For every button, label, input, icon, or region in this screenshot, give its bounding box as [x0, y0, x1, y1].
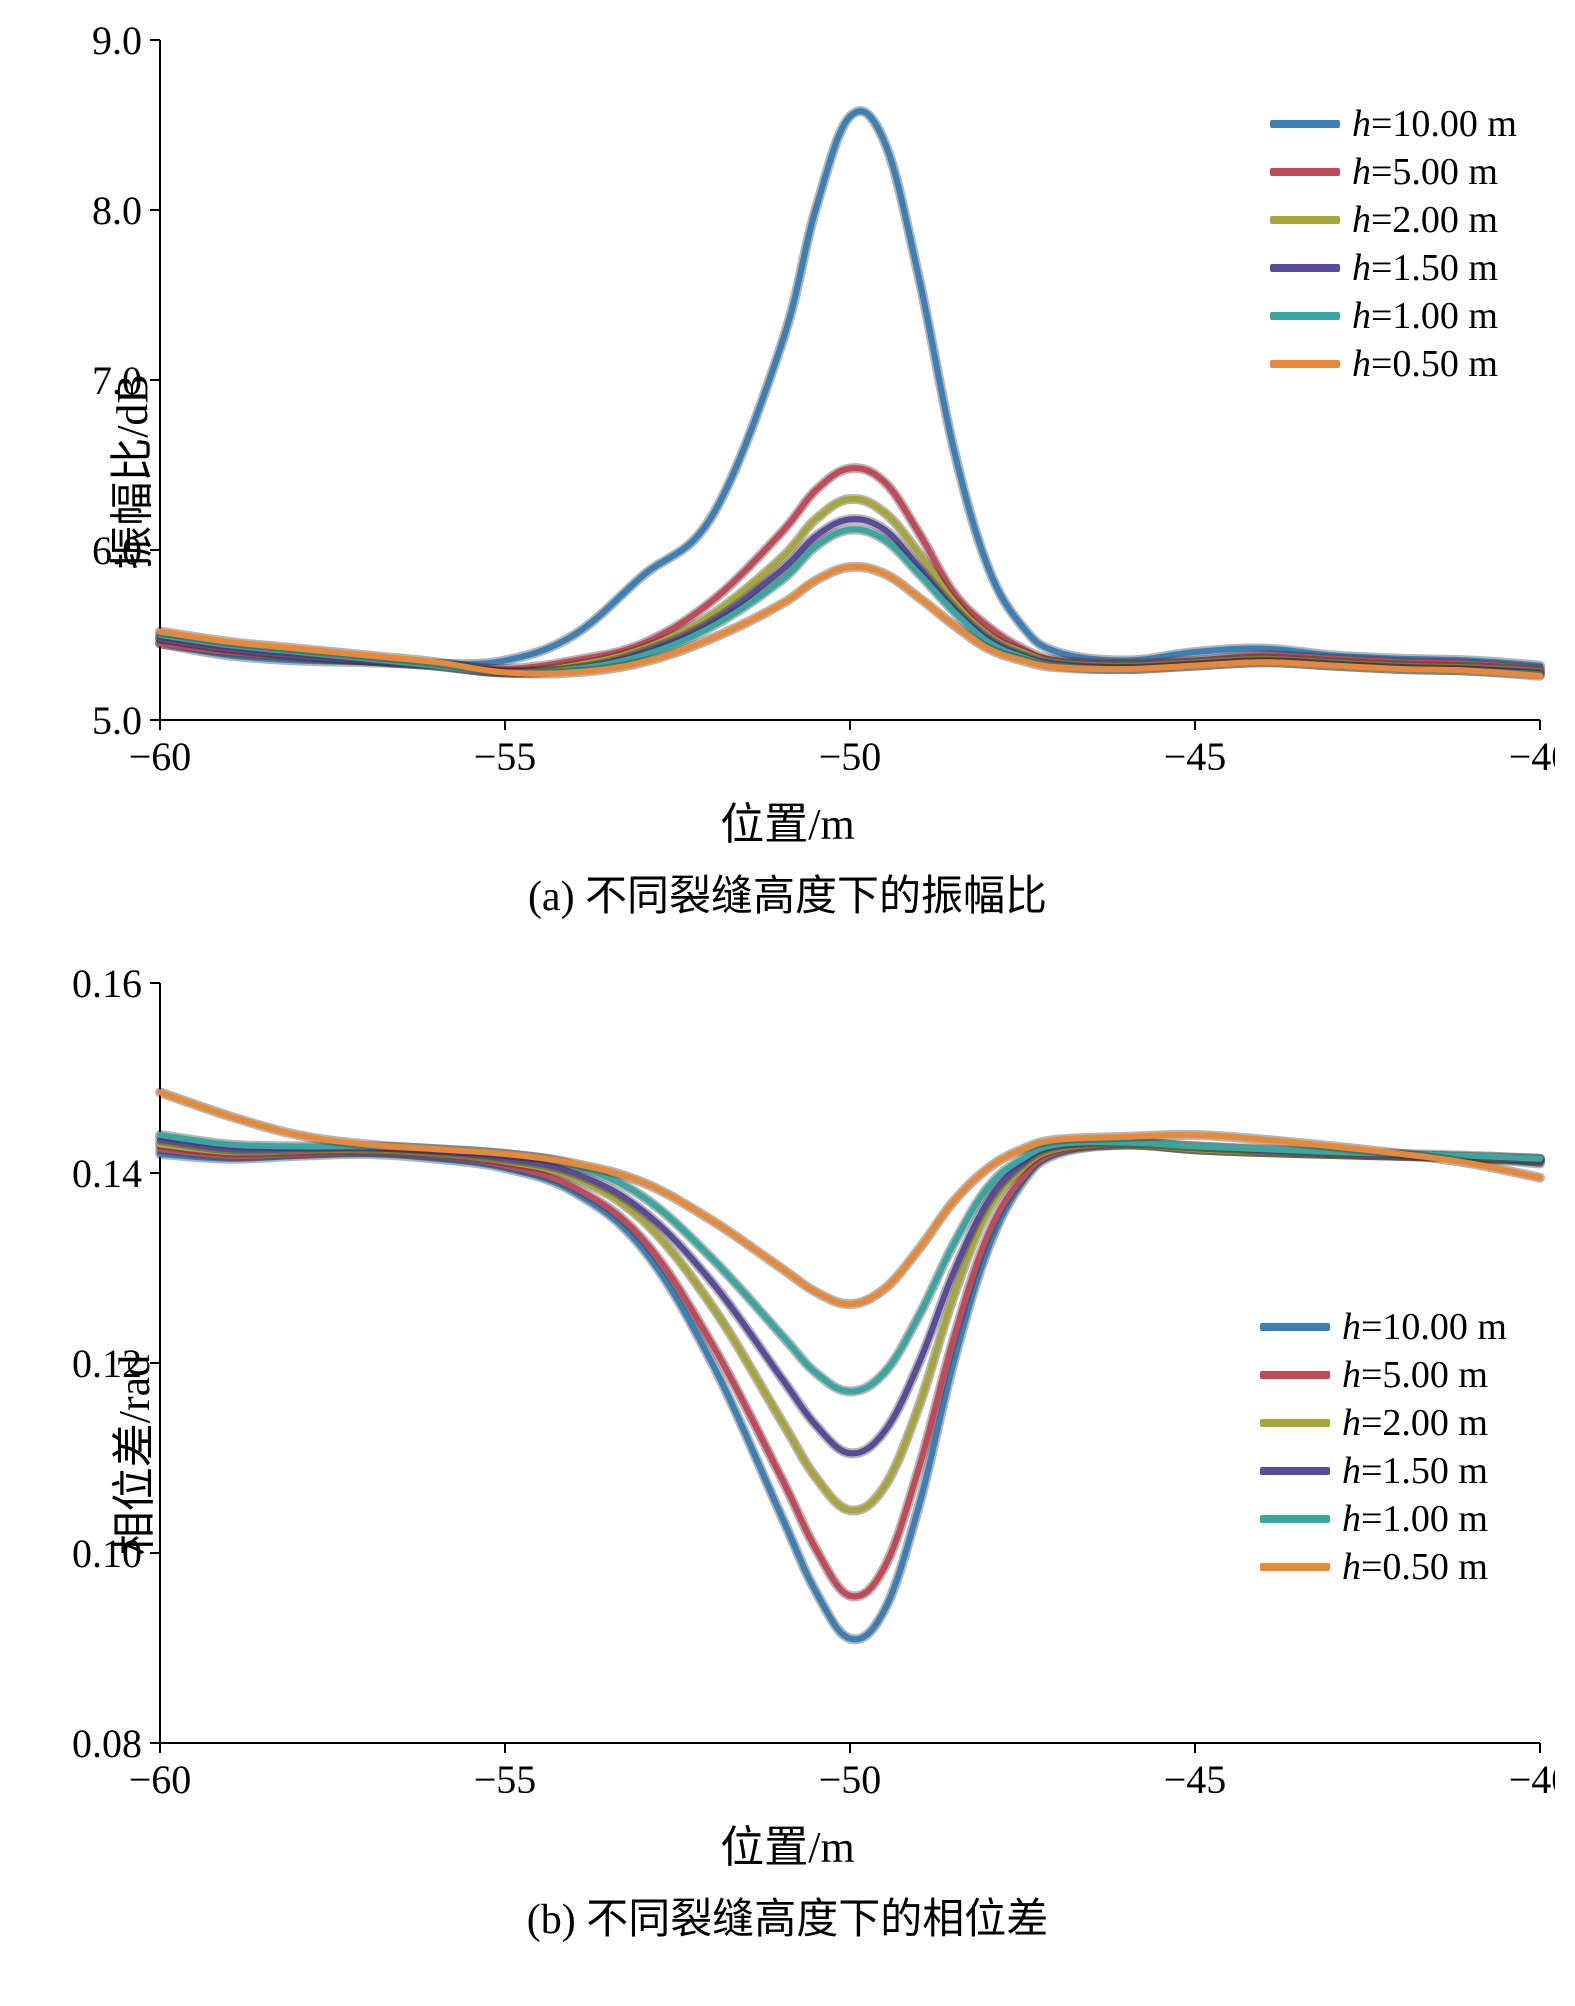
legend-label: h=2.00 m — [1342, 1401, 1488, 1445]
legend-label: h=10.00 m — [1342, 1305, 1507, 1349]
legend-swatch — [1260, 1467, 1330, 1475]
legend-item-h0_5: h=0.50 m — [1270, 342, 1517, 386]
legend-swatch — [1260, 1371, 1330, 1379]
legend-label: h=0.50 m — [1342, 1545, 1488, 1589]
legend-swatch — [1260, 1515, 1330, 1523]
chart-b-xlabel: 位置/m — [20, 1811, 1555, 1875]
legend-swatch — [1260, 1419, 1330, 1427]
legend-swatch — [1270, 216, 1340, 224]
legend-label: h=5.00 m — [1352, 150, 1498, 194]
svg-text:8.0: 8.0 — [92, 188, 142, 233]
legend-swatch — [1270, 360, 1340, 368]
svg-text:−45: −45 — [1164, 1757, 1227, 1802]
legend-label: h=1.50 m — [1342, 1449, 1488, 1493]
legend-item-h1: h=1.00 m — [1270, 294, 1517, 338]
svg-text:−55: −55 — [474, 1757, 537, 1802]
svg-text:−50: −50 — [819, 734, 882, 779]
chart-a-ylabel: 振幅比/dB — [96, 374, 160, 570]
series-h0_5 — [160, 1092, 1540, 1304]
legend-label: h=10.00 m — [1352, 102, 1517, 146]
legend-label: h=2.00 m — [1352, 198, 1498, 242]
legend-item-h2: h=2.00 m — [1270, 198, 1517, 242]
svg-text:−60: −60 — [129, 1757, 192, 1802]
legend-item-h1_5: h=1.50 m — [1260, 1449, 1507, 1493]
legend-item-h1: h=1.00 m — [1260, 1497, 1507, 1541]
chart-b-legend: h=10.00 mh=5.00 mh=2.00 mh=1.50 mh=1.00 … — [1252, 1293, 1515, 1601]
chart-a-panel: 振幅比/dB 5.06.07.08.09.0−60−55−50−45−40 位置… — [20, 20, 1555, 923]
chart-b-ylabel: 相位差/rad — [98, 1354, 162, 1554]
legend-label: h=5.00 m — [1342, 1353, 1488, 1397]
legend-swatch — [1270, 168, 1340, 176]
chart-b-panel: 相位差/rad 0.080.100.120.140.16−60−55−50−45… — [20, 963, 1555, 1946]
svg-text:−40: −40 — [1509, 1757, 1555, 1802]
svg-text:−60: −60 — [129, 734, 192, 779]
svg-text:0.14: 0.14 — [72, 1151, 142, 1196]
legend-label: h=1.00 m — [1342, 1497, 1488, 1541]
chart-a-caption: (a) 不同裂缝高度下的振幅比 — [20, 862, 1555, 923]
legend-item-h0_5: h=0.50 m — [1260, 1545, 1507, 1589]
legend-label: h=0.50 m — [1352, 342, 1498, 386]
series-h1_5 — [160, 519, 1540, 673]
legend-swatch — [1270, 312, 1340, 320]
svg-text:−40: −40 — [1509, 734, 1555, 779]
legend-swatch — [1270, 264, 1340, 272]
svg-text:−55: −55 — [474, 734, 537, 779]
legend-swatch — [1260, 1563, 1330, 1571]
legend-swatch — [1270, 120, 1340, 128]
legend-swatch — [1260, 1323, 1330, 1331]
legend-label: h=1.00 m — [1352, 294, 1498, 338]
figure-container: 振幅比/dB 5.06.07.08.09.0−60−55−50−45−40 位置… — [20, 20, 1555, 1946]
svg-text:−50: −50 — [819, 1757, 882, 1802]
svg-text:0.16: 0.16 — [72, 963, 142, 1006]
chart-a-legend: h=10.00 mh=5.00 mh=2.00 mh=1.50 mh=1.00 … — [1262, 90, 1525, 398]
legend-item-h2: h=2.00 m — [1260, 1401, 1507, 1445]
legend-item-h1_5: h=1.50 m — [1270, 246, 1517, 290]
chart-b-caption: (b) 不同裂缝高度下的相位差 — [20, 1885, 1555, 1946]
legend-item-h5: h=5.00 m — [1270, 150, 1517, 194]
legend-label: h=1.50 m — [1352, 246, 1498, 290]
svg-text:9.0: 9.0 — [92, 20, 142, 63]
legend-item-h10: h=10.00 m — [1260, 1305, 1507, 1349]
legend-item-h10: h=10.00 m — [1270, 102, 1517, 146]
chart-a-xlabel: 位置/m — [20, 788, 1555, 852]
svg-text:−45: −45 — [1164, 734, 1227, 779]
legend-item-h5: h=5.00 m — [1260, 1353, 1507, 1397]
